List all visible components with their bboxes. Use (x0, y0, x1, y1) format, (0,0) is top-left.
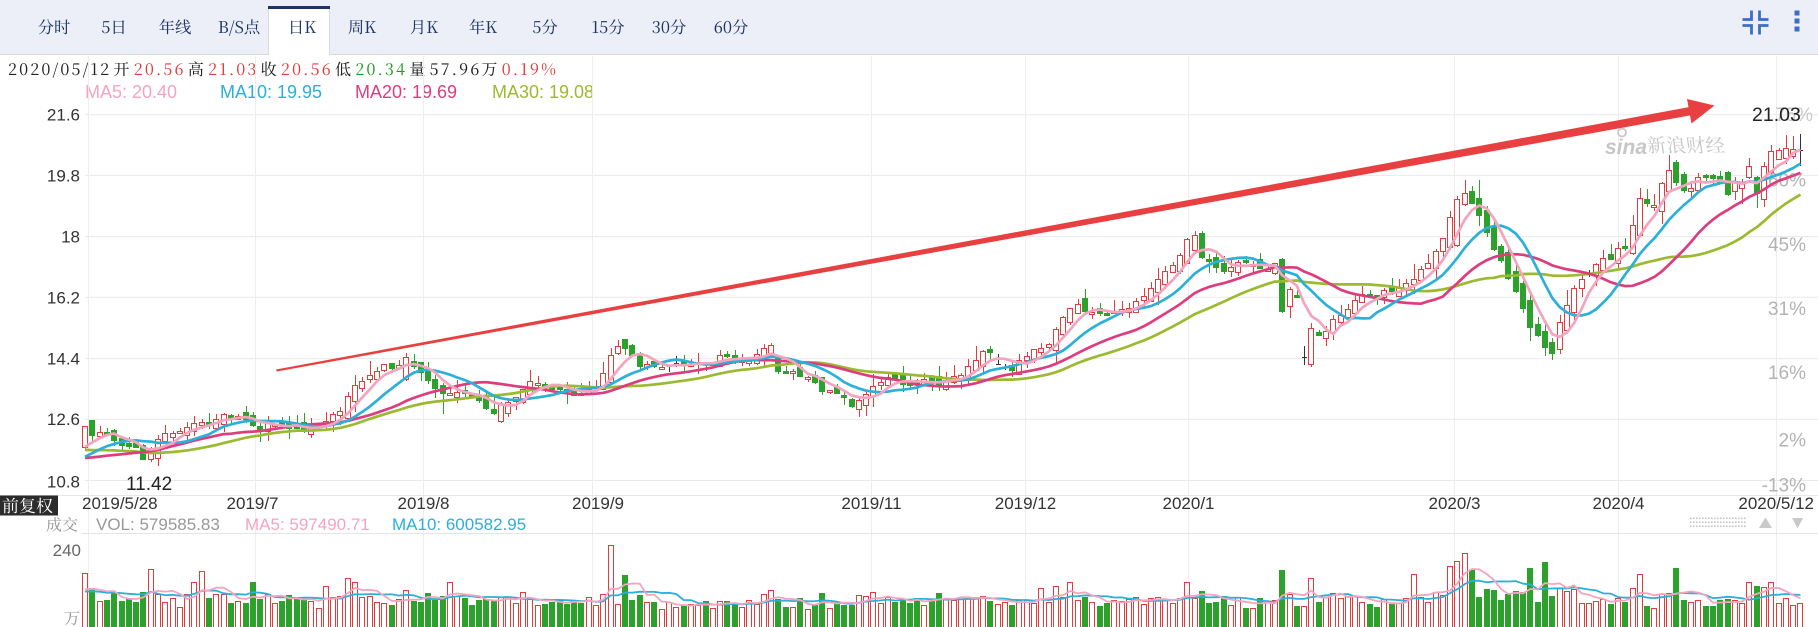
svg-text:sina: sina (1605, 136, 1647, 159)
svg-text:2019/8: 2019/8 (398, 494, 450, 513)
svg-text:11.42: 11.42 (126, 474, 172, 495)
svg-text:MA20: 19.69: MA20: 19.69 (355, 82, 457, 102)
svg-text:MA5: 20.40: MA5: 20.40 (85, 82, 177, 102)
svg-text:2020/1: 2020/1 (1163, 494, 1215, 513)
svg-text:240: 240 (53, 541, 81, 560)
svg-text:45%: 45% (1768, 235, 1806, 256)
svg-text:16%: 16% (1768, 363, 1806, 384)
svg-text:21.6: 21.6 (47, 106, 80, 125)
svg-text:18: 18 (61, 228, 80, 247)
svg-text:VOL: 579585.83: VOL: 579585.83 (96, 515, 220, 534)
svg-text:2019/7: 2019/7 (227, 494, 279, 513)
svg-text:16.2: 16.2 (47, 288, 80, 307)
svg-text:2020/4: 2020/4 (1593, 494, 1645, 513)
svg-text:2019/9: 2019/9 (572, 494, 624, 513)
svg-text:2019/12: 2019/12 (995, 494, 1056, 513)
svg-text:2019/5/28: 2019/5/28 (82, 494, 158, 513)
svg-text:MA5: 597490.71: MA5: 597490.71 (245, 515, 370, 534)
svg-text:75%: 75% (1775, 105, 1813, 126)
svg-text:MA30: 19.08: MA30: 19.08 (492, 82, 594, 102)
svg-text:19.8: 19.8 (47, 166, 80, 185)
svg-text:2020/5/12: 2020/5/12 (1738, 494, 1814, 513)
svg-text:14.4: 14.4 (47, 350, 80, 369)
svg-text:21.03: 21.03 (1752, 104, 1801, 126)
svg-text:2019/11: 2019/11 (841, 494, 901, 513)
svg-text:2020/3: 2020/3 (1429, 494, 1481, 513)
svg-text:MA10: 19.95: MA10: 19.95 (220, 82, 322, 102)
svg-text:MA10: 600582.95: MA10: 600582.95 (392, 515, 526, 534)
svg-text:31%: 31% (1768, 299, 1806, 320)
svg-text:-13%: -13% (1762, 476, 1806, 497)
svg-text:12.6: 12.6 (47, 410, 80, 429)
svg-text:10.8: 10.8 (47, 473, 80, 492)
svg-text:2%: 2% (1779, 431, 1807, 452)
